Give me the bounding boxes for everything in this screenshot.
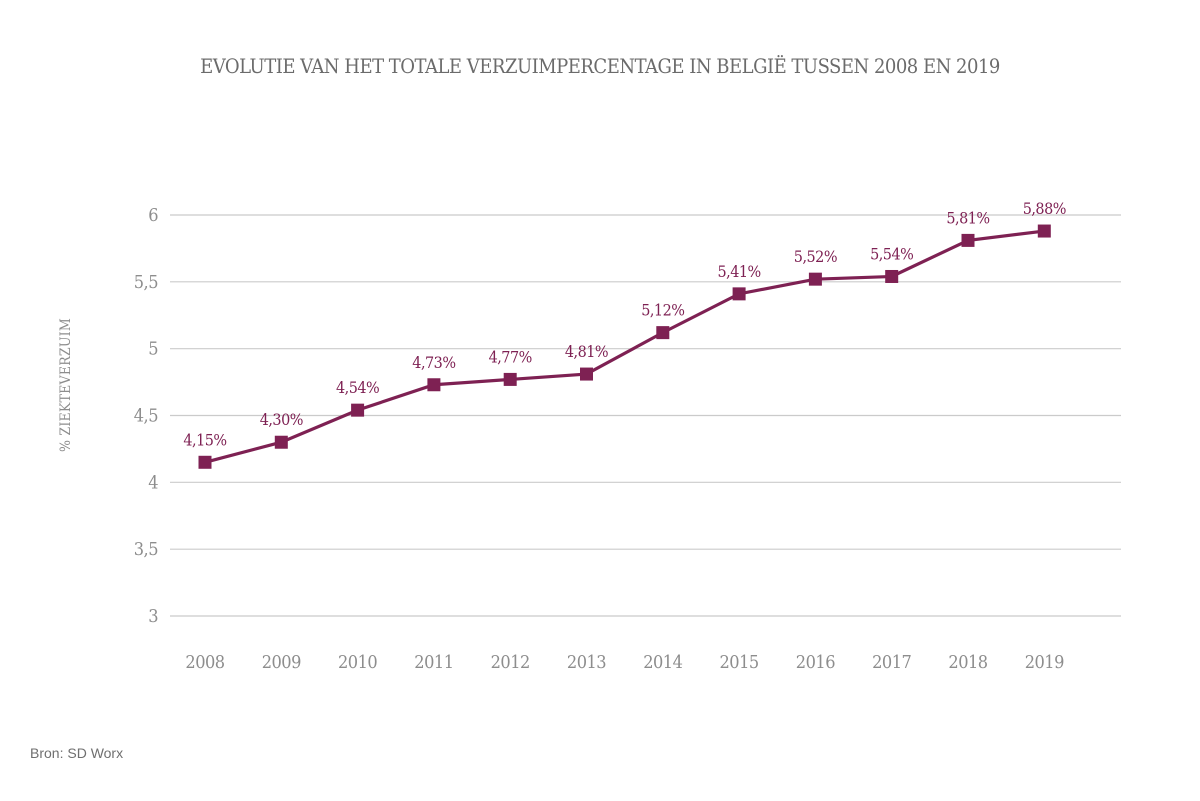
- data-point-marker: [885, 269, 899, 283]
- x-tick-label: 2010: [338, 652, 377, 673]
- data-point-label: 4,81%: [565, 342, 608, 361]
- data-point-label: 5,81%: [946, 208, 989, 227]
- data-point-marker: [580, 367, 593, 381]
- y-tick-label: 6: [148, 205, 158, 226]
- chart-title: EVOLUTIE VAN HET TOTALE VERZUIMPERCENTAG…: [200, 54, 1000, 78]
- data-point-label: 4,54%: [336, 378, 379, 397]
- x-tick-label: 2017: [872, 652, 911, 673]
- y-tick-label: 3,5: [134, 539, 158, 560]
- x-tick-label: 2019: [1025, 652, 1064, 673]
- data-point-marker: [808, 272, 822, 286]
- x-tick-label: 2011: [414, 652, 453, 673]
- x-tick-label: 2013: [567, 652, 606, 673]
- y-tick-label: 3: [148, 606, 158, 627]
- data-point-marker: [503, 372, 517, 386]
- data-point-label: 5,52%: [794, 247, 837, 266]
- data-point-marker: [1037, 224, 1051, 238]
- data-point-marker: [198, 455, 212, 469]
- y-tick-label: 5,5: [134, 272, 158, 293]
- data-point-marker: [427, 378, 441, 392]
- y-tick-label: 4,5: [134, 406, 158, 427]
- y-tick-label: 4: [148, 472, 158, 493]
- y-tick-label: 5: [148, 339, 158, 360]
- data-point-marker: [656, 326, 670, 340]
- x-tick-label: 2012: [491, 652, 530, 673]
- data-point-marker: [732, 287, 746, 301]
- data-point-label: 5,41%: [717, 262, 760, 281]
- data-point-label: 5,12%: [641, 301, 684, 320]
- x-tick-label: 2014: [643, 652, 682, 673]
- data-point-label: 5,88%: [1023, 199, 1066, 218]
- data-point-label: 4,77%: [489, 347, 532, 366]
- data-point-label: 4,15%: [183, 430, 226, 449]
- source-text: Bron: SD Worx: [30, 745, 124, 761]
- data-point-label: 4,73%: [412, 353, 455, 372]
- data-point-marker: [351, 403, 365, 417]
- data-point-label: 5,54%: [870, 244, 913, 263]
- data-point-label: 4,30%: [260, 410, 303, 429]
- x-tick-label: 2015: [719, 652, 758, 673]
- data-point-marker: [274, 435, 288, 449]
- data-point-marker: [961, 233, 975, 247]
- x-tick-label: 2018: [948, 652, 987, 673]
- data-line: [204, 229, 1045, 464]
- x-tick-label: 2008: [185, 652, 224, 673]
- x-tick-label: 2009: [262, 652, 301, 673]
- x-tick-label: 2016: [796, 652, 835, 673]
